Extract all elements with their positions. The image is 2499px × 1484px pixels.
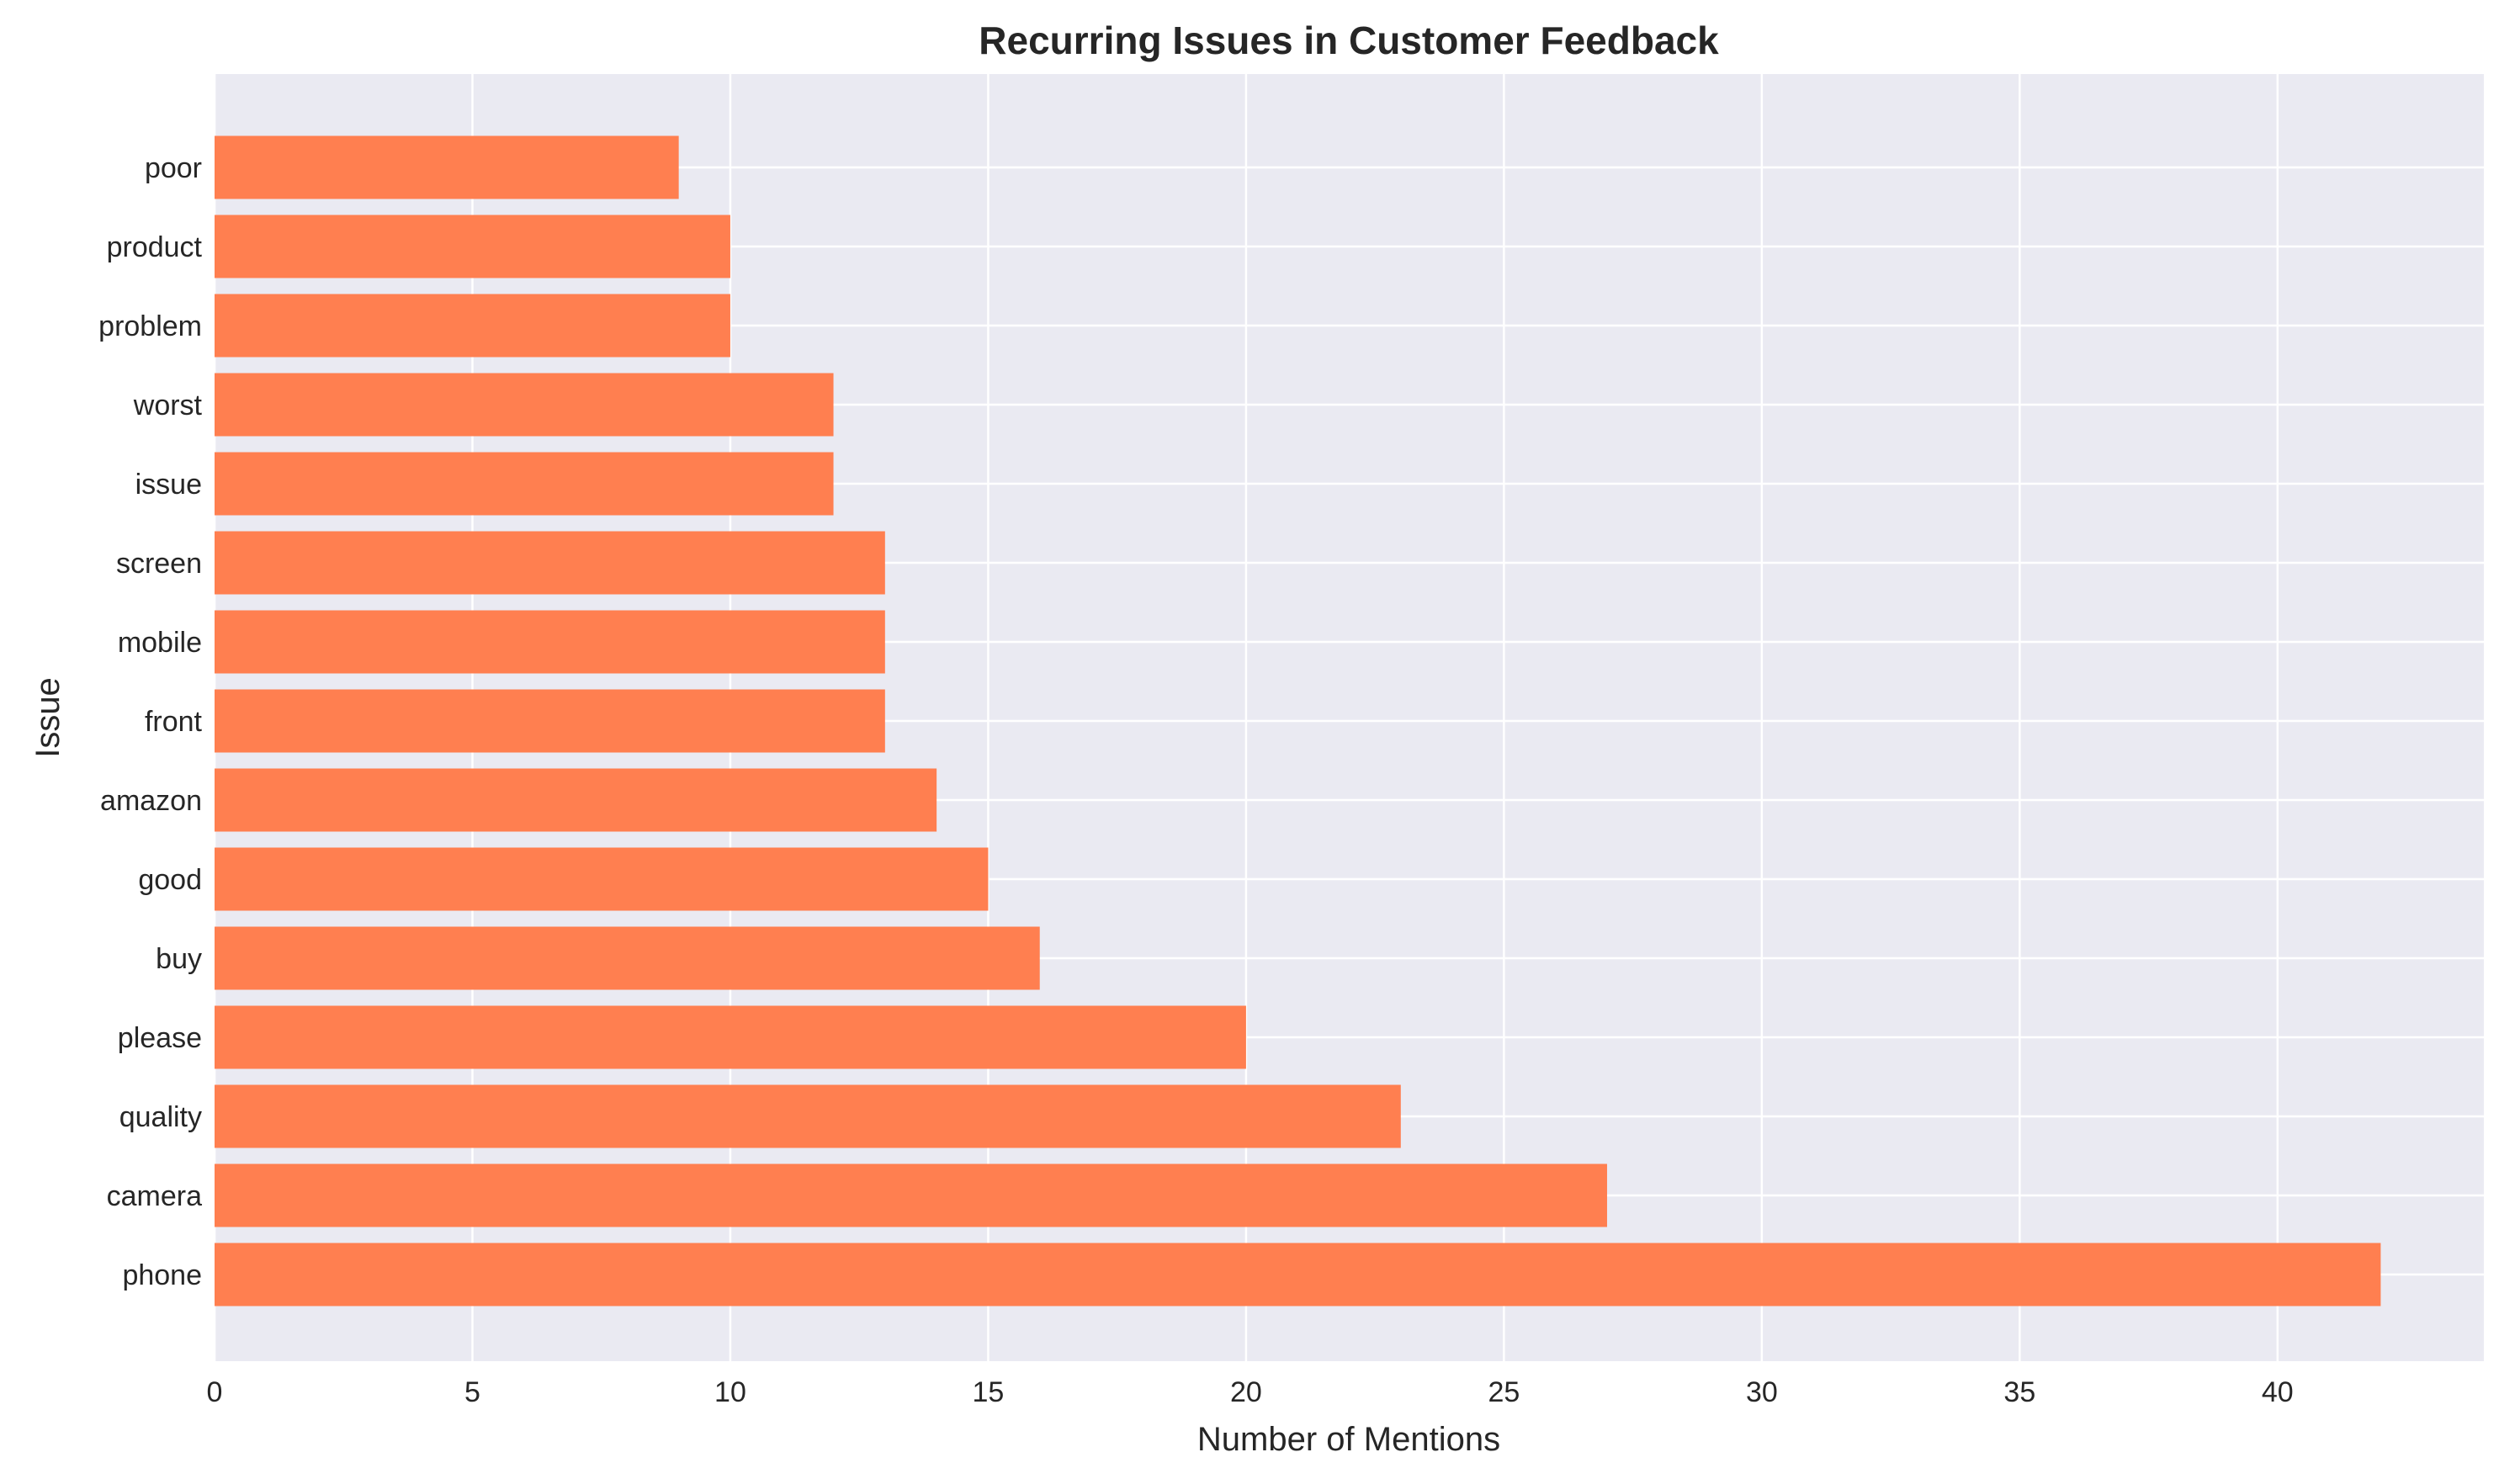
bar-screen [215, 531, 885, 595]
y-tick-label: product [107, 231, 203, 263]
x-tick-label: 10 [714, 1376, 746, 1408]
bar-mobile [215, 610, 885, 674]
bar-product [215, 215, 730, 278]
y-tick-label: mobile [118, 627, 202, 659]
y-tick-label: amazon [100, 785, 202, 817]
bar-camera [215, 1163, 1607, 1227]
y-tick-label: buy [156, 943, 202, 975]
y-tick-label: good [138, 864, 202, 896]
bar-problem [215, 294, 730, 358]
x-tick-label: 25 [1488, 1376, 1520, 1408]
y-tick-label: issue [135, 469, 202, 501]
y-tick-labels: phone camera quality please buy good amazon fro… [98, 152, 202, 1291]
x-tick-labels: 0 5 10 15 20 25 30 35 40 [207, 1376, 2294, 1408]
x-axis-label: Number of Mentions [1197, 1421, 1500, 1458]
x-tick-label: 5 [464, 1376, 480, 1408]
bar-poor [215, 135, 679, 199]
bar-worst [215, 373, 834, 437]
bar-buy [215, 926, 1040, 990]
bars [215, 135, 2381, 1306]
bar-good [215, 847, 989, 911]
bar-amazon [215, 768, 937, 832]
y-tick-label: problem [98, 310, 202, 342]
chart-title: Recurring Issues in Customer Feedback [979, 19, 1719, 62]
x-tick-label: 35 [2003, 1376, 2035, 1408]
bar-phone [215, 1243, 2381, 1306]
x-tick-label: 15 [973, 1376, 1005, 1408]
bar-front [215, 689, 885, 753]
y-tick-label: front [145, 706, 203, 738]
x-tick-label: 40 [2262, 1376, 2294, 1408]
y-tick-label: worst [133, 390, 203, 421]
bar-quality [215, 1084, 1401, 1148]
y-tick-label: screen [116, 548, 202, 580]
y-tick-label: poor [145, 152, 202, 184]
y-tick-label: please [118, 1022, 202, 1054]
y-tick-label: phone [122, 1259, 202, 1291]
y-tick-label: camera [107, 1180, 202, 1212]
bar-issue [215, 452, 834, 516]
x-tick-label: 20 [1230, 1376, 1262, 1408]
x-tick-label: 30 [1746, 1376, 1778, 1408]
y-tick-label: quality [119, 1101, 202, 1133]
y-axis-label: Issue [29, 677, 66, 758]
bar-please [215, 1005, 1246, 1069]
x-tick-label: 0 [207, 1376, 223, 1408]
